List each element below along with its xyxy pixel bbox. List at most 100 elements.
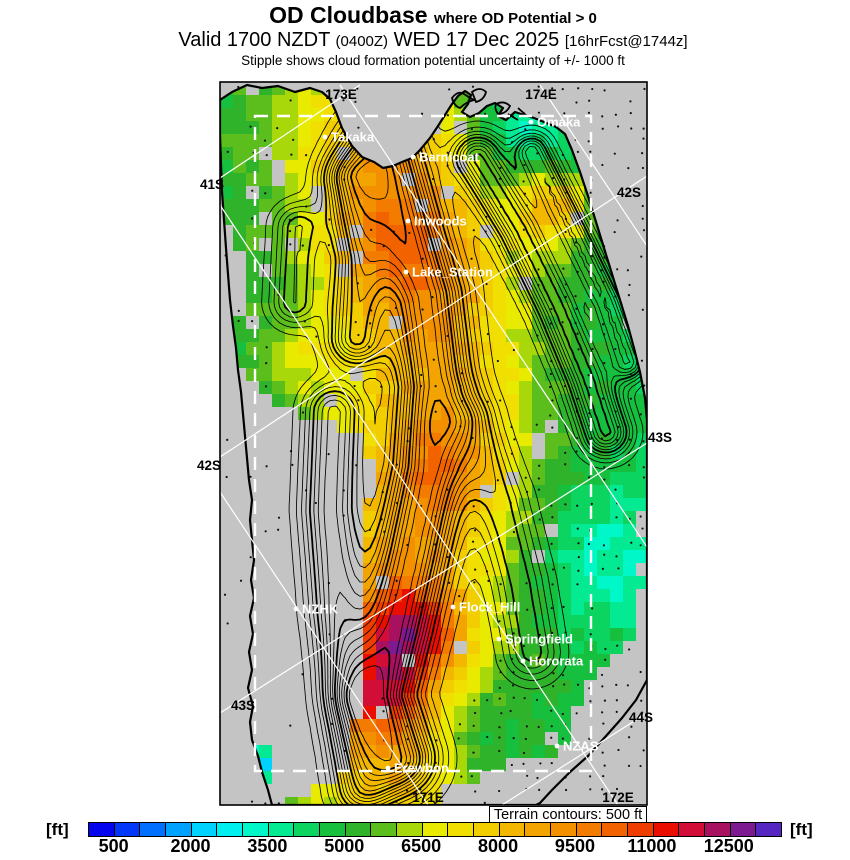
grid-label: 42S [617, 185, 641, 200]
cloudbase-cell [532, 173, 545, 186]
cloudbase-cell [597, 303, 610, 316]
cloudbase-cell [532, 524, 545, 537]
cloudbase-cell [337, 277, 350, 290]
cloudbase-cell [571, 641, 584, 654]
cloudbase-cell [519, 745, 532, 758]
cloudbase-cell [519, 173, 532, 186]
cloudbase-cell [363, 199, 376, 212]
cloudbase-cell [623, 472, 636, 485]
cloudbase-cell [246, 121, 259, 134]
colorbar-segment [243, 823, 269, 836]
cloudbase-cell [350, 277, 363, 290]
cloudbase-cell [402, 212, 415, 225]
cloudbase-cell [571, 576, 584, 589]
cloudbase-cell [233, 316, 246, 329]
cloudbase-cell [532, 368, 545, 381]
cloudbase-cell [493, 433, 506, 446]
cloudbase-cell [298, 342, 311, 355]
cloudbase-cell [454, 680, 467, 693]
colorbar-tick-label: 6500 [401, 836, 442, 856]
cloudbase-cell [233, 95, 246, 108]
cloudbase-cell [480, 147, 493, 160]
cloudbase-cell [558, 602, 571, 615]
cloudbase-cell [389, 225, 402, 238]
cloudbase-cell [272, 186, 285, 199]
cloudbase-cell [558, 680, 571, 693]
cloudbase-cell [571, 563, 584, 576]
station-marker [496, 636, 502, 642]
cloudbase-cell [467, 771, 480, 784]
valid-prefix: Valid 1700 NZDT [178, 29, 330, 52]
cloudbase-cell [610, 498, 623, 511]
cloudbase-cell [285, 355, 298, 368]
cloudbase-cell [233, 238, 246, 251]
cloudbase-cell [285, 381, 298, 394]
cloudbase-cell [519, 121, 532, 134]
cloudbase-cell [363, 225, 376, 238]
cloudbase-cell [480, 290, 493, 303]
cloudbase-cell [272, 108, 285, 121]
cloudbase-cell [571, 602, 584, 615]
cloudbase-cell [597, 498, 610, 511]
colorbar-segment [679, 823, 706, 836]
cloudbase-cell [311, 95, 324, 108]
cloudbase-cell [558, 238, 571, 251]
cloudbase-cell [519, 394, 532, 407]
cloudbase-cell [428, 693, 441, 706]
cloudbase-cell [480, 732, 493, 745]
cloudbase-cell [467, 745, 480, 758]
cloudbase-cell [571, 615, 584, 628]
colorbar-segment [756, 823, 782, 836]
cloudbase-cell [259, 355, 272, 368]
colorbar-tick-label: 500 [98, 836, 129, 856]
cloudbase-cell [467, 485, 480, 498]
cloudbase-cell [493, 342, 506, 355]
station-label: NZHK [302, 602, 339, 617]
cloudbase-cell [597, 641, 610, 654]
colorbar-segment [371, 823, 398, 836]
cloudbase-cell [493, 680, 506, 693]
cloudbase-cell [285, 95, 298, 108]
cloudbase-cell [389, 381, 402, 394]
cloudbase-cell [272, 355, 285, 368]
cloudbase-cell [480, 680, 493, 693]
cloudbase-cell [532, 420, 545, 433]
cloudbase-cell [272, 342, 285, 355]
cloudbase-cell [623, 602, 636, 615]
cloudbase-cell [298, 238, 311, 251]
cloudbase-cell [506, 134, 519, 147]
cloudbase-cell [350, 186, 363, 199]
cloudbase-cell [558, 251, 571, 264]
cloudbase-cell [467, 628, 480, 641]
colorbar-tick-label: 5000 [324, 836, 365, 856]
cloudbase-cell [597, 654, 610, 667]
cloudbase-cell [363, 563, 376, 576]
cloudbase-cell [480, 355, 493, 368]
cloudbase-cell [610, 537, 623, 550]
cloudbase-cell [415, 524, 428, 537]
cloudbase-cell [454, 225, 467, 238]
cloudbase-cell [376, 394, 389, 407]
cloudbase-cell [545, 212, 558, 225]
cloudbase-cell [454, 199, 467, 212]
cloudbase-cell [428, 381, 441, 394]
cloudbase-cell [441, 134, 454, 147]
cloudbase-cell [519, 407, 532, 420]
cloudbase-cell [571, 472, 584, 485]
cloudbase-cell [311, 134, 324, 147]
cloudbase-cell [532, 407, 545, 420]
cloudbase-cell [402, 290, 415, 303]
colorbar-segment [166, 823, 192, 836]
cloudbase-cell [259, 121, 272, 134]
cloudbase-cell [324, 186, 337, 199]
grid-label: 44S [629, 710, 653, 725]
cloudbase-cell [493, 498, 506, 511]
cloudbase-cell [376, 459, 389, 472]
cloudbase-cell [428, 368, 441, 381]
colorbar-segment [397, 823, 423, 836]
cloudbase-cell [493, 290, 506, 303]
cloudbase-cell [493, 758, 506, 771]
cloudbase-cell [402, 251, 415, 264]
cloudbase-cell [246, 264, 259, 277]
station-label: NZAS [563, 739, 599, 754]
